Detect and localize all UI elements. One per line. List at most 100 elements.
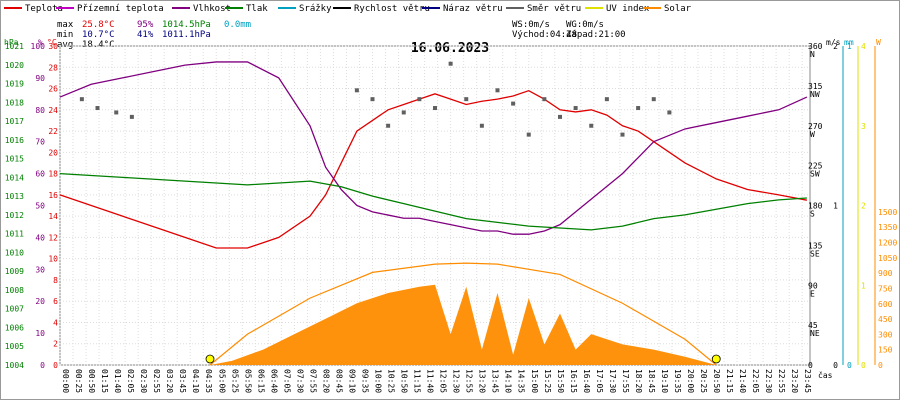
watt-tick-9: 150	[878, 346, 893, 355]
dir-name-0: N	[810, 50, 815, 59]
wind-dir-point-18	[573, 106, 578, 111]
x-tick-label-35: 14:35	[517, 369, 526, 393]
wind-dir-point-21	[620, 132, 625, 137]
pct-axis-tick-6: 40	[35, 233, 45, 242]
ms-axis-unit: m/s	[826, 38, 841, 47]
stat-avg-temp: 18.4°C	[82, 40, 115, 50]
x-tick-label-19: 07:55	[308, 369, 317, 393]
wind-dir-point-16	[542, 97, 547, 102]
x-tick-label-10: 04:10	[191, 369, 200, 393]
uv-tick-2: 2	[861, 202, 866, 211]
x-tick-label-30: 12:30	[452, 369, 461, 393]
x-tick-label-9: 03:45	[178, 369, 187, 393]
wind-dir-point-8	[417, 97, 422, 102]
legend-label-6: Náraz větru	[443, 4, 503, 14]
temp-axis-tick-13: 4	[53, 318, 58, 327]
x-tick-label-42: 17:30	[608, 369, 617, 393]
dir-tick-8: 0	[808, 361, 813, 370]
temp-axis-tick-0: 30	[48, 42, 58, 51]
temp-axis-tick-1: 28	[48, 63, 58, 72]
legend-label-9: Solar	[664, 4, 692, 14]
x-tick-label-51: 21:15	[725, 369, 734, 393]
mm-tick-0: 1	[847, 42, 852, 51]
watt-tick-7: 450	[878, 315, 893, 324]
ms-tick-2: 0	[833, 361, 838, 370]
x-tick-label-22: 09:10	[347, 369, 356, 393]
x-tick-label-2: 00:50	[87, 369, 96, 393]
pct-axis-tick-7: 30	[35, 265, 45, 274]
x-tick-label-32: 13:20	[478, 369, 487, 393]
wind-dir-point-23	[651, 97, 656, 102]
wind-dir-point-15	[526, 132, 531, 137]
dir-tick-6: 90	[808, 281, 818, 290]
watt-tick-0: 1500	[878, 208, 897, 217]
x-tick-label-48: 20:00	[686, 369, 695, 393]
watt-axis-unit: W	[876, 38, 881, 47]
uv-tick-0: 4	[861, 42, 866, 51]
stats-block: max 25.8°C 95% 1014.5hPa 0.0mm min 10.7°…	[57, 20, 626, 50]
temp-axis-tick-7: 16	[48, 191, 58, 200]
hpa-axis-tick-12: 1009	[5, 267, 24, 276]
watt-tick-5: 750	[878, 284, 893, 293]
series-solar-max	[209, 262, 717, 366]
x-tick-label-43: 17:55	[621, 369, 630, 393]
x-tick-label-41: 17:05	[595, 369, 604, 393]
series-layer	[59, 61, 808, 366]
temp-axis-tick-5: 20	[48, 148, 58, 157]
wind-dir-point-13	[495, 88, 500, 93]
pct-axis-tick-4: 60	[35, 170, 45, 179]
x-tick-label-39: 16:15	[569, 369, 578, 393]
wind-dir-point-6	[386, 123, 391, 128]
watt-tick-3: 1050	[878, 254, 897, 263]
wind-dir-point-5	[370, 97, 375, 102]
stat-ws: WS:0m/s	[512, 20, 550, 30]
x-tick-label-27: 11:15	[413, 369, 422, 393]
wind-dir-point-3	[129, 114, 134, 119]
stat-max-press: 1014.5hPa	[162, 20, 211, 30]
x-tick-label-21: 08:45	[334, 369, 343, 393]
temp-axis-tick-11: 8	[53, 276, 58, 285]
sunrise-marker	[205, 354, 215, 364]
x-tick-label-44: 18:20	[634, 369, 643, 393]
wind-dir-point-14	[511, 101, 516, 106]
wind-dir-point-0	[79, 97, 84, 102]
temp-axis-tick-9: 12	[48, 233, 58, 242]
dir-name-1: NW	[810, 90, 820, 99]
x-tick-label-24: 10:00	[374, 369, 383, 393]
uv-tick-3: 1	[861, 281, 866, 290]
ms-tick-1: 1	[833, 202, 838, 211]
temp-axis-tick-3: 24	[48, 106, 58, 115]
x-axis-unit: čas	[818, 370, 833, 380]
x-tick-label-36: 15:00	[530, 369, 539, 393]
pct-axis-tick-10: 0	[40, 361, 45, 370]
hpa-axis-unit: hPa	[4, 38, 19, 47]
hpa-axis-tick-9: 1012	[5, 211, 24, 220]
wind-dir-point-7	[401, 110, 406, 115]
x-tick-label-15: 06:15	[256, 369, 265, 393]
dir-tick-2: 270	[808, 122, 823, 131]
legend-label-7: Směr větru	[527, 4, 581, 14]
hpa-axis-tick-16: 1005	[5, 342, 24, 351]
watt-tick-8: 300	[878, 330, 893, 339]
stat-wg: WG:0m/s	[566, 20, 604, 30]
hpa-axis-tick-5: 1016	[5, 136, 24, 145]
wind-dir-point-4	[354, 88, 359, 93]
wind-dir-point-19	[589, 123, 594, 128]
pct-axis-tick-1: 90	[35, 74, 45, 83]
dir-tick-5: 135	[808, 241, 823, 250]
stat-sunrise: Východ:04:48	[512, 30, 577, 40]
x-tick-label-34: 14:10	[504, 369, 513, 393]
series-solar-area	[210, 284, 717, 365]
x-tick-label-8: 03:20	[165, 369, 174, 393]
series-2	[59, 172, 807, 231]
watt-tick-10: 0	[878, 361, 883, 370]
x-tick-label-18: 07:30	[295, 369, 304, 393]
x-tick-label-40: 16:40	[582, 369, 591, 393]
x-tick-label-46: 19:10	[660, 369, 669, 393]
pct-axis-unit: %	[38, 38, 43, 47]
x-tick-label-47: 19:35	[673, 369, 682, 393]
watt-tick-6: 600	[878, 300, 893, 309]
stat-avg-label: avg	[57, 40, 73, 50]
hpa-axis-tick-7: 1014	[5, 173, 24, 182]
